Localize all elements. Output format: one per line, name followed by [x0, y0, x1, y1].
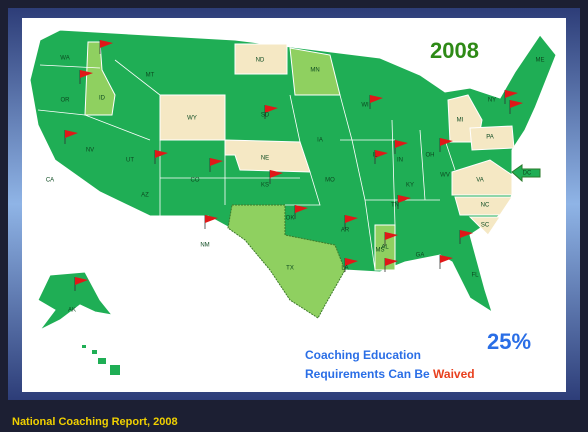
state-label: IL — [372, 153, 378, 159]
state-label: UT — [126, 158, 134, 164]
flag — [205, 215, 218, 223]
state-label: AK — [68, 308, 76, 314]
state-label: MO — [325, 178, 335, 184]
hawaii — [82, 345, 120, 375]
state-label: NE — [261, 156, 269, 162]
state-label: VA — [476, 178, 484, 184]
flag — [440, 255, 453, 263]
flag — [75, 277, 88, 285]
state-label: NM — [200, 243, 209, 249]
alaska — [37, 271, 114, 331]
flag — [505, 90, 518, 98]
flag — [210, 158, 223, 166]
state-label: FL — [471, 273, 479, 279]
us-map: WA OR CA NV ID MT WY UT CO AZ NM ND SD NE KS OK TX MN IA MO… — [29, 29, 557, 375]
state-label: CO — [191, 178, 200, 184]
flag — [65, 130, 78, 138]
flag — [375, 150, 388, 158]
state-label: KY — [406, 183, 414, 189]
flag — [370, 95, 383, 103]
flags — [64, 40, 523, 291]
state-label: IN — [397, 158, 403, 164]
flag — [385, 258, 398, 266]
state-label: SD — [261, 113, 270, 119]
state-label: AZ — [141, 193, 149, 199]
state-label: WI — [361, 103, 369, 109]
flag — [265, 105, 278, 113]
state-label: MS — [376, 248, 385, 254]
flag — [395, 140, 408, 148]
state-label: MN — [310, 68, 319, 74]
state-label: MT — [146, 73, 155, 79]
state-label: OR — [61, 98, 71, 104]
caption: Requirements Can Be Waived — [305, 367, 475, 381]
state-label: ID — [99, 96, 106, 102]
flag — [155, 150, 168, 158]
dc-arrow — [511, 164, 541, 183]
flag — [510, 100, 523, 108]
flag — [398, 195, 411, 203]
state-label: AL — [381, 245, 389, 251]
state-label: CA — [46, 178, 54, 184]
state-label: TX — [286, 266, 294, 272]
caption: Coaching Education — [305, 348, 421, 362]
state-label: TN — [391, 203, 399, 209]
state-label: DC — [523, 171, 532, 177]
state-label: ME — [536, 58, 545, 64]
footer: National Coaching Report, 2008 — [12, 416, 178, 428]
state-label: NV — [86, 148, 94, 154]
state-label: WY — [187, 116, 197, 122]
cream-states — [159, 43, 515, 236]
state-label: OK — [286, 216, 295, 222]
caption-highlight: Waived — [433, 367, 475, 381]
flag — [345, 258, 358, 266]
state-label: IA — [317, 138, 323, 144]
state-label: ND — [256, 58, 265, 64]
state-label: PA — [486, 135, 494, 141]
texas — [227, 204, 346, 319]
state-label: KS — [261, 183, 269, 189]
state-labels: WA OR CA NV ID MT WY UT CO AZ NM ND SD NE KS OK TX MN IA MO… — [46, 56, 545, 314]
flag — [100, 40, 113, 48]
percent: 25% — [487, 329, 531, 354]
state-label: AR — [341, 228, 350, 234]
flag — [440, 138, 453, 146]
flag — [385, 232, 398, 240]
caption-text: Requirements Can Be — [305, 367, 430, 381]
state-label: SC — [481, 223, 490, 229]
flag — [270, 170, 283, 178]
state-label: LA — [341, 266, 348, 272]
state-label: GA — [416, 253, 425, 259]
state-label: MI — [457, 118, 464, 124]
flag — [295, 205, 308, 213]
state-label: WV — [440, 173, 450, 179]
flag — [345, 215, 358, 223]
state-label: NY — [488, 98, 496, 104]
state-label: NC — [481, 203, 490, 209]
flag — [460, 230, 473, 238]
state-label: OH — [426, 153, 435, 159]
flag — [80, 70, 93, 78]
state-label: WA — [60, 56, 69, 62]
year: 2008 — [430, 38, 479, 63]
